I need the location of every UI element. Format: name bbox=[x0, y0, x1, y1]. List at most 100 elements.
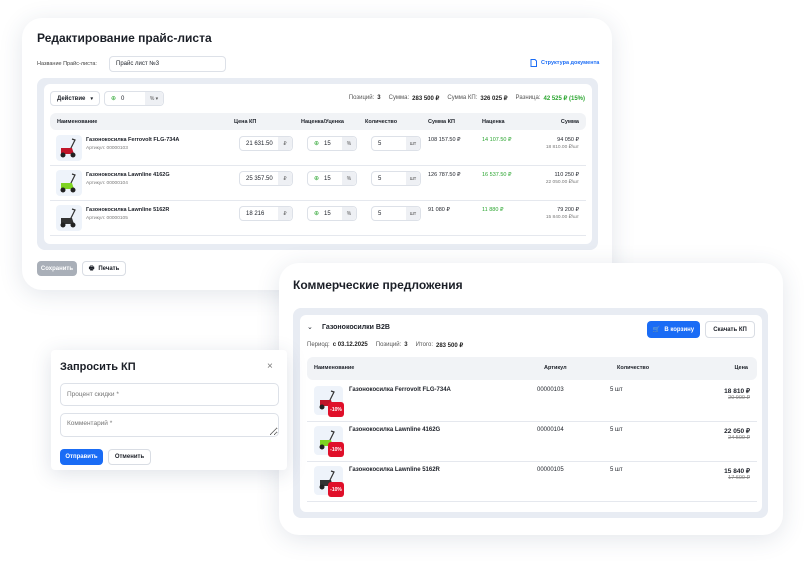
collapse-chevron-icon[interactable]: ⌄ bbox=[307, 324, 313, 331]
quantity-input[interactable]: 5 шт bbox=[371, 171, 421, 186]
sum-value: 283 500 ₽ bbox=[412, 96, 440, 102]
modal-title: Запросить КП bbox=[60, 361, 136, 373]
offers-table-header: Наименование Артикул Количество Цена bbox=[307, 357, 757, 380]
download-kp-button[interactable]: Скачать КП bbox=[705, 321, 755, 338]
print-button[interactable]: 🖶 Печать bbox=[82, 261, 126, 276]
product-qty: 5 шт bbox=[610, 427, 623, 433]
discount-unit-select[interactable]: % ▾ bbox=[145, 92, 163, 105]
print-label: Печать bbox=[98, 265, 120, 272]
product-name: Газонокосилка Lawnline 5162R bbox=[349, 467, 440, 473]
page-title: Редактирование прайс-листа bbox=[37, 31, 212, 45]
doc-structure-label: Структура документа bbox=[541, 60, 600, 66]
discount-badge: -10% bbox=[328, 442, 344, 457]
discount-badge: -10% bbox=[328, 402, 344, 417]
column-header: Сумма bbox=[560, 119, 579, 125]
product-image bbox=[56, 205, 82, 231]
printer-icon: 🖶 bbox=[88, 265, 95, 272]
input-value: 5 bbox=[378, 140, 382, 147]
offers-card: Коммерческие предложения ⌄ Газонокосилки… bbox=[279, 263, 783, 535]
markup-input[interactable]: ⊕ 15% bbox=[307, 206, 357, 221]
discount-input[interactable]: ⊕ 0 % ▾ bbox=[104, 91, 164, 106]
pricelist-name-input[interactable]: Прайс лист №3 bbox=[109, 56, 226, 72]
unit-price: 22 050.00 ₽/шт bbox=[545, 180, 579, 185]
quantity-input[interactable]: 5 шт bbox=[371, 206, 421, 221]
unit-price: 15 840.00 ₽/шт bbox=[545, 215, 579, 220]
input-value: 5 bbox=[378, 210, 382, 217]
submit-button[interactable]: Отправить bbox=[60, 449, 103, 465]
markup-input[interactable]: ⊕ 15% bbox=[307, 136, 357, 151]
old-price: 17 600 ₽ bbox=[728, 475, 750, 481]
column-header: Наценка/Уценка bbox=[301, 119, 344, 125]
kp-value: 326 025 ₽ bbox=[480, 96, 508, 102]
unit-label: ₽ bbox=[278, 137, 292, 150]
product-qty: 5 шт bbox=[610, 387, 623, 393]
product-image: -10% bbox=[314, 426, 344, 457]
unit-label: шт bbox=[406, 207, 420, 220]
input-value: 15 bbox=[324, 140, 331, 147]
positions-label: Позиций: bbox=[375, 342, 402, 348]
input-value: 5 bbox=[378, 175, 382, 182]
unit-label: % bbox=[342, 172, 356, 185]
offer-row: -10% Газонокосилка Lawnline 5162R 00000105… bbox=[307, 462, 757, 502]
unit-price: 18 810.00 ₽/шт bbox=[545, 145, 579, 150]
period-label: Период: bbox=[307, 342, 330, 348]
product-sku: 00000104 bbox=[537, 427, 564, 433]
product-qty: 5 шт bbox=[610, 467, 623, 473]
comment-textarea[interactable] bbox=[60, 413, 279, 437]
request-kp-modal: Запросить КП × Отправить Отменить bbox=[51, 350, 287, 470]
add-to-cart-button[interactable]: 🛒 В корзину bbox=[647, 321, 700, 338]
input-value: 25 357.50 bbox=[246, 175, 273, 182]
chevron-down-icon: ▾ bbox=[90, 95, 93, 102]
price-kp-input[interactable]: 25 357.50 ₽ bbox=[239, 171, 293, 186]
column-header: Наценка bbox=[482, 119, 505, 125]
cart-label: В корзину bbox=[664, 326, 695, 333]
period-value: с 03.12.2025 bbox=[332, 342, 368, 348]
row-sum: 79 200 ₽ bbox=[557, 207, 579, 213]
doc-structure-link[interactable]: Структура документа bbox=[530, 59, 599, 67]
save-button[interactable]: Сохранить bbox=[37, 261, 77, 276]
offers-title: Коммерческие предложения bbox=[293, 278, 463, 292]
old-price: 20 900 ₽ bbox=[728, 395, 750, 401]
unit-label: шт bbox=[406, 137, 420, 150]
discount-percent-input[interactable] bbox=[60, 383, 279, 406]
price: 22 050 ₽ bbox=[724, 428, 750, 435]
column-header: Цена bbox=[734, 365, 748, 371]
column-header: Наименование bbox=[57, 119, 98, 125]
input-value: 21 631.50 bbox=[246, 140, 273, 147]
input-value: 18 216 bbox=[246, 210, 265, 217]
column-header: Сумма КП bbox=[428, 119, 455, 125]
document-icon bbox=[530, 59, 537, 67]
sum-kp: 91 080 ₽ bbox=[428, 207, 450, 213]
product-sku: Артикул: 00000103 bbox=[86, 146, 128, 151]
price: 18 810 ₽ bbox=[724, 388, 750, 395]
plus-circle-icon: ⊕ bbox=[111, 96, 117, 102]
product-sku: 00000105 bbox=[537, 467, 564, 473]
group-title: Газонокосилки B2B bbox=[322, 324, 390, 331]
total-value: 283 500 ₽ bbox=[436, 343, 464, 349]
markup-sum: 14 107.50 ₽ bbox=[482, 137, 512, 143]
action-dropdown[interactable]: Действие ▾ bbox=[50, 91, 100, 106]
price-kp-input[interactable]: 18 216 ₽ bbox=[239, 206, 293, 221]
discount-badge: -10% bbox=[328, 482, 344, 497]
offers-panel: ⌄ Газонокосилки B2B 🛒 В корзину Скачать К… bbox=[293, 308, 768, 518]
positions-label: Позиций: bbox=[348, 95, 375, 101]
product-image bbox=[56, 135, 82, 161]
product-name: Газонокосилка Ferrovolt FLG-734A bbox=[86, 137, 180, 143]
product-name: Газонокосилка Ferrovolt FLG-734A bbox=[349, 387, 451, 393]
diff-label: Разница: bbox=[515, 95, 541, 101]
positions-value: 3 bbox=[377, 95, 381, 101]
pricelist-editor-card: Редактирование прайс-листа Название Прай… bbox=[22, 18, 612, 290]
cancel-button[interactable]: Отменить bbox=[108, 449, 151, 465]
quantity-input[interactable]: 5 шт bbox=[371, 136, 421, 151]
summary: Позиций: 3 Сумма: 283 500 ₽ Сумма КП: 326 0… bbox=[349, 95, 585, 102]
unit-label: % bbox=[342, 137, 356, 150]
column-header: Наименование bbox=[314, 365, 355, 371]
row-sum: 94 050 ₽ bbox=[557, 137, 579, 143]
plus-circle-icon: ⊕ bbox=[314, 141, 320, 147]
product-sku: Артикул: 00000105 bbox=[86, 216, 128, 221]
name-value: Прайс лист №3 bbox=[116, 61, 160, 67]
price-kp-input[interactable]: 21 631.50 ₽ bbox=[239, 136, 293, 151]
close-icon[interactable]: × bbox=[267, 361, 273, 372]
markup-input[interactable]: ⊕ 15% bbox=[307, 171, 357, 186]
sum-label: Сумма: bbox=[388, 95, 410, 101]
